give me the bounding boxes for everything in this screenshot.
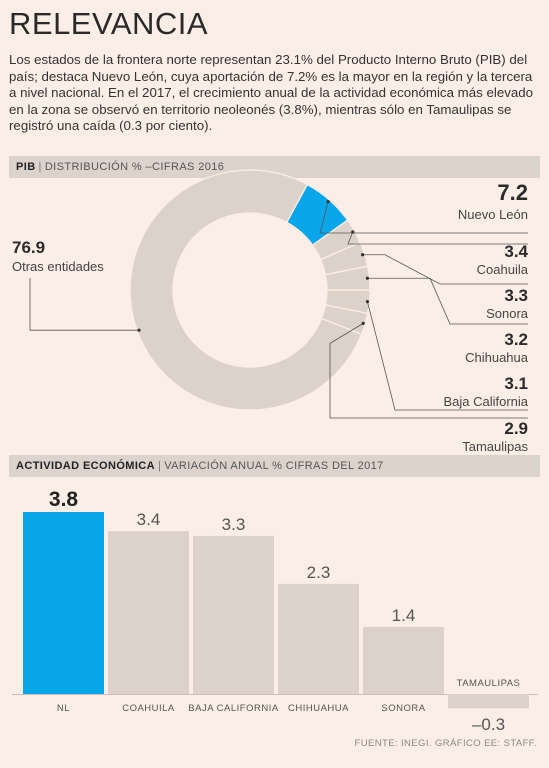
- donut-label-sonora: Sonora: [486, 306, 529, 321]
- bar-chihuahua: [278, 583, 359, 694]
- bar-value-chihuahua: 2.3: [307, 563, 331, 582]
- donut-value-nuevo-leon: 7.2: [497, 180, 528, 205]
- bar-nl: [23, 512, 104, 694]
- leader-dot-chihuahua: [365, 276, 370, 280]
- activity-section-title: ACTIVIDAD ECONÓMICA: [16, 460, 155, 472]
- activity-section-subtitle: VARIACIÓN ANUAL % CIFRAS DEL 2017: [164, 460, 384, 472]
- leader-dot-baja-california: [365, 299, 370, 304]
- activity-section-header: ACTIVIDAD ECONÓMICA | VARIACIÓN ANUAL % CI…: [9, 455, 540, 477]
- donut-label-nuevo-leon: Nuevo León: [458, 207, 528, 222]
- bar-category-baja-california: BAJA CALIFORNIA: [188, 703, 279, 714]
- leader-dot-sonora: [361, 253, 365, 257]
- leader-line-coahuila: [347, 231, 528, 245]
- bar-category-chihuahua: CHIHUAHUA: [288, 703, 349, 714]
- bar-baja-california: [193, 535, 274, 694]
- source-note: FUENTE: INEGI. GRÁFICO EE: STAFF.: [354, 738, 537, 749]
- page-title: RELEVANCIA: [9, 6, 209, 41]
- bar-value-tamaulipas: –0.3: [472, 715, 505, 734]
- donut-value-baja-california: 3.1: [504, 374, 528, 393]
- leader-dot-coahuila: [351, 230, 355, 234]
- donut-label-baja-california: Baja California: [443, 394, 528, 409]
- bar-category-sonora: SONORA: [381, 703, 425, 714]
- donut-value-chihuahua: 3.2: [504, 330, 528, 349]
- donut-label-otras-entidades: Otras entidades: [12, 259, 104, 274]
- donut-value-coahuila: 3.4: [504, 242, 528, 261]
- donut-label-tamaulipas: Tamaulipas: [462, 439, 528, 454]
- donut-slice-otras-entidades: [129, 169, 363, 411]
- leader-line-tamaulipas: [329, 323, 528, 419]
- leader-line-chihuahua: [367, 277, 528, 325]
- bar-tamaulipas: [448, 694, 529, 709]
- leader-line-sonora: [362, 254, 528, 285]
- intro-paragraph: Los estados de la frontera norte represe…: [9, 52, 534, 133]
- activity-section-separator: |: [158, 460, 162, 472]
- donut-label-coahuila: Coahuila: [477, 262, 529, 277]
- leader-line-nuevo-leon: [319, 201, 528, 234]
- donut-value-sonora: 3.3: [504, 286, 528, 305]
- bar-coahuila: [108, 531, 189, 694]
- pib-section-title: PIB: [16, 161, 36, 173]
- leader-line-otras-entidades: [29, 278, 140, 331]
- leader-dot-nuevo-leon: [326, 199, 330, 204]
- leader-line-baja-california: [367, 301, 528, 411]
- pib-section-separator: |: [38, 161, 42, 173]
- donut-value-tamaulipas: 2.9: [504, 419, 528, 438]
- bar-sonora: [363, 626, 444, 694]
- bar-category-coahuila: COAHUILA: [122, 703, 175, 714]
- donut-value-otras-entidades: 76.9: [12, 238, 45, 257]
- bar-value-baja-california: 3.3: [222, 515, 246, 534]
- pib-section-header: PIB | DISTRIBUCIÓN % –CIFRAS 2016: [9, 156, 540, 178]
- bar-value-coahuila: 3.4: [137, 510, 161, 529]
- leader-dot-tamaulipas: [361, 321, 365, 325]
- leader-dot-otras-entidades: [137, 328, 141, 332]
- bar-category-tamaulipas: TAMAULIPAS: [457, 678, 521, 689]
- donut-label-chihuahua: Chihuahua: [465, 350, 529, 365]
- pib-section-subtitle: DISTRIBUCIÓN % –CIFRAS 2016: [44, 161, 225, 173]
- bar-value-nl: 3.8: [49, 488, 79, 511]
- bar-category-nl: NL: [57, 703, 70, 714]
- bar-value-sonora: 1.4: [392, 606, 416, 625]
